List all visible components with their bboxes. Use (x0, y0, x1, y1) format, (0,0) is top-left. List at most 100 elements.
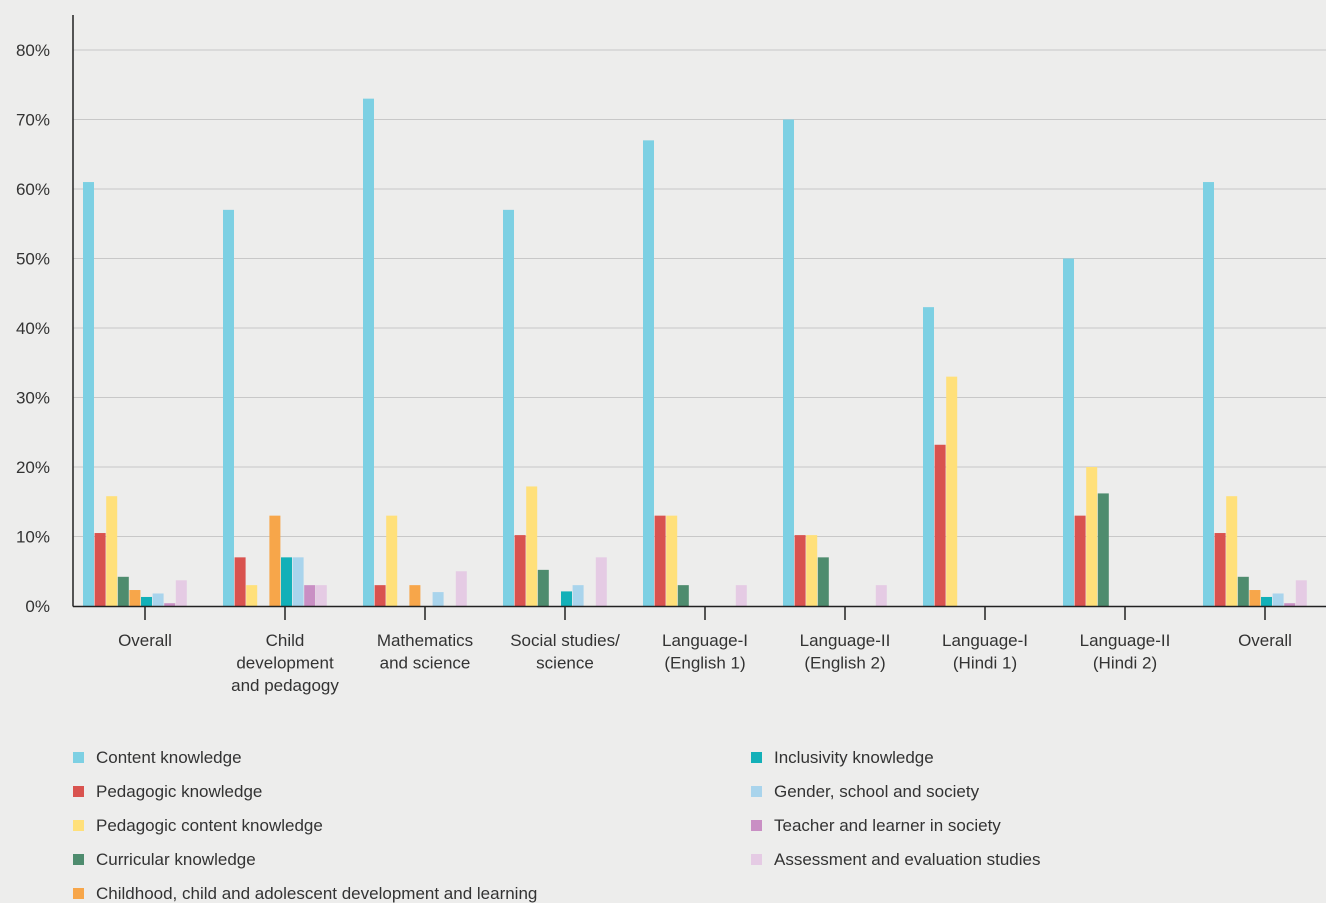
bar (386, 515, 398, 606)
bars (83, 98, 1307, 607)
bar (281, 557, 292, 606)
x-category-label: Language-I (662, 631, 748, 650)
bar (1261, 596, 1272, 606)
bar (141, 596, 152, 606)
bar (374, 585, 386, 606)
bar (923, 307, 934, 606)
bar (1295, 580, 1307, 606)
x-category-label: Social studies/ (510, 631, 620, 650)
y-tick-label: 50% (16, 250, 50, 269)
bar (934, 444, 946, 606)
bar (292, 557, 304, 606)
bar (175, 580, 187, 606)
legend-label: Childhood, child and adolescent developm… (96, 884, 537, 903)
legend-label: Pedagogic knowledge (96, 782, 262, 801)
legend-swatch (73, 752, 84, 763)
bar (783, 119, 794, 606)
bar (1272, 593, 1284, 606)
x-category-label: (Hindi 2) (1093, 654, 1157, 673)
legend: Content knowledge Pedagogic knowledge Peda… (73, 748, 1041, 903)
x-category-label: (English 2) (804, 654, 885, 673)
bar (164, 603, 176, 606)
bar (363, 98, 374, 607)
axes (72, 15, 1326, 620)
bar (1086, 467, 1098, 606)
bar (152, 593, 164, 606)
legend-swatch (73, 820, 84, 831)
y-tick-label: 0% (25, 597, 50, 616)
x-category-label: Overall (118, 631, 172, 650)
bar (83, 182, 94, 607)
bar (106, 496, 118, 606)
x-category-label: Mathematics (377, 631, 473, 650)
y-tick-label: 10% (16, 528, 50, 547)
bar (806, 535, 818, 606)
bar (1203, 182, 1214, 607)
bar (1284, 603, 1296, 606)
legend-swatch (751, 820, 762, 831)
legend-label: Pedagogic content knowledge (96, 816, 323, 835)
y-tick-labels: 0% 10% 20% 30% 40% 50% 60% 70% 80% (16, 41, 50, 616)
bar (875, 585, 887, 606)
x-category-label: development (236, 654, 334, 673)
x-category-label: Language-I (942, 631, 1028, 650)
x-category-label: Child (266, 631, 305, 650)
x-category-labels: Overall Child development and pedagogy Mathe… (118, 631, 1292, 695)
bar (666, 515, 678, 606)
x-category-label: (English 1) (664, 654, 745, 673)
legend-label: Content knowledge (96, 748, 242, 767)
legend-label: Assessment and evaluation studies (774, 850, 1041, 869)
bar (677, 585, 689, 606)
bar (117, 576, 129, 606)
legend-swatch (73, 786, 84, 797)
bar (432, 592, 444, 606)
legend-label: Teacher and learner in society (774, 816, 1001, 835)
bar (1214, 533, 1226, 606)
bar (1237, 576, 1249, 606)
legend-label: Curricular knowledge (96, 850, 256, 869)
bar (526, 486, 538, 606)
y-tick-label: 70% (16, 111, 50, 130)
bar (1249, 590, 1261, 606)
x-category-label: Language-II (1080, 631, 1171, 650)
legend-swatch (751, 786, 762, 797)
y-tick-label: 30% (16, 389, 50, 408)
bar (503, 209, 514, 606)
bar (817, 557, 829, 606)
bar (455, 571, 467, 606)
bar (572, 585, 584, 606)
bar (246, 585, 258, 606)
legend-swatch (751, 854, 762, 865)
bar (514, 535, 526, 606)
x-category-label: and pedagogy (231, 676, 339, 695)
legend-label: Gender, school and society (774, 782, 980, 801)
y-tick-label: 60% (16, 180, 50, 199)
bar (794, 535, 806, 606)
y-tick-label: 80% (16, 41, 50, 60)
x-category-label: (Hindi 1) (953, 654, 1017, 673)
bar (654, 515, 666, 606)
bar (537, 569, 549, 606)
bar (129, 590, 141, 606)
bar (946, 376, 958, 606)
bar (223, 209, 234, 606)
bar (1074, 515, 1086, 606)
grid-lines (73, 49, 1326, 537)
bar (304, 585, 316, 606)
bar (735, 585, 747, 606)
bar (1226, 496, 1238, 606)
y-tick-label: 20% (16, 458, 50, 477)
bar (315, 585, 327, 606)
x-category-label: Overall (1238, 631, 1292, 650)
legend-swatch (73, 888, 84, 899)
x-category-label: and science (380, 654, 471, 673)
bar (234, 557, 246, 606)
bar (643, 140, 654, 606)
bar (269, 515, 281, 606)
x-category-label: science (536, 654, 594, 673)
y-tick-label: 40% (16, 319, 50, 338)
bar (94, 533, 106, 606)
legend-swatch (751, 752, 762, 763)
bar (1097, 493, 1109, 606)
